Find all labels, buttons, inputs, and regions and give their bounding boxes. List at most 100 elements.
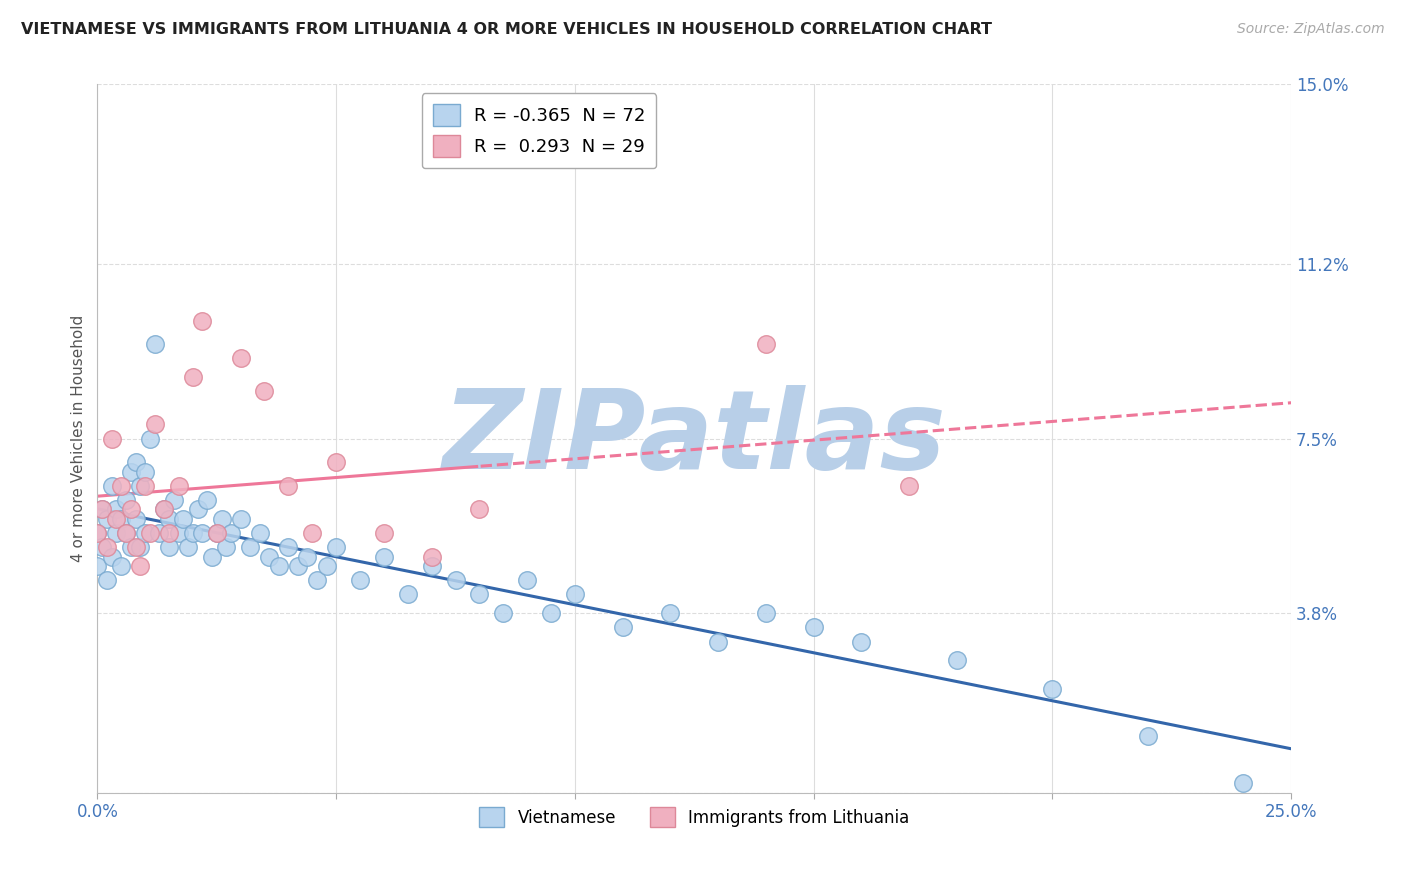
Point — [373, 549, 395, 564]
Point — [139, 526, 162, 541]
Point — [115, 492, 138, 507]
Point — [325, 540, 347, 554]
Point — [96, 540, 118, 554]
Point — [148, 526, 170, 541]
Point — [755, 337, 778, 351]
Point — [215, 540, 238, 554]
Point — [755, 606, 778, 620]
Point — [91, 502, 114, 516]
Point — [129, 559, 152, 574]
Point — [157, 540, 180, 554]
Point — [191, 526, 214, 541]
Point — [100, 432, 122, 446]
Point — [444, 573, 467, 587]
Point — [139, 432, 162, 446]
Point — [129, 540, 152, 554]
Point — [134, 465, 156, 479]
Point — [110, 479, 132, 493]
Point — [124, 540, 146, 554]
Point — [707, 634, 730, 648]
Point — [420, 549, 443, 564]
Point — [396, 587, 419, 601]
Point — [315, 559, 337, 574]
Point — [105, 526, 128, 541]
Point — [219, 526, 242, 541]
Point — [115, 526, 138, 541]
Point — [86, 526, 108, 541]
Point — [205, 526, 228, 541]
Point — [167, 526, 190, 541]
Point — [163, 492, 186, 507]
Point — [803, 620, 825, 634]
Point — [120, 465, 142, 479]
Y-axis label: 4 or more Vehicles in Household: 4 or more Vehicles in Household — [72, 315, 86, 562]
Point — [349, 573, 371, 587]
Point — [124, 455, 146, 469]
Point — [205, 526, 228, 541]
Point — [277, 540, 299, 554]
Point — [325, 455, 347, 469]
Point — [120, 502, 142, 516]
Point — [134, 526, 156, 541]
Point — [612, 620, 634, 634]
Text: Source: ZipAtlas.com: Source: ZipAtlas.com — [1237, 22, 1385, 37]
Point — [898, 479, 921, 493]
Point — [229, 512, 252, 526]
Point — [86, 559, 108, 574]
Point — [253, 384, 276, 399]
Point — [110, 512, 132, 526]
Point — [191, 313, 214, 327]
Point — [143, 417, 166, 432]
Point — [373, 526, 395, 541]
Point — [187, 502, 209, 516]
Point — [181, 526, 204, 541]
Point — [105, 512, 128, 526]
Point — [129, 479, 152, 493]
Point — [91, 540, 114, 554]
Point — [201, 549, 224, 564]
Point — [115, 526, 138, 541]
Point — [287, 559, 309, 574]
Point — [167, 479, 190, 493]
Point — [153, 502, 176, 516]
Point — [110, 559, 132, 574]
Point — [659, 606, 682, 620]
Point — [172, 512, 194, 526]
Point — [267, 559, 290, 574]
Point — [851, 634, 873, 648]
Point — [157, 526, 180, 541]
Point — [211, 512, 233, 526]
Point — [195, 492, 218, 507]
Point — [105, 502, 128, 516]
Point — [100, 549, 122, 564]
Legend: Vietnamese, Immigrants from Lithuania: Vietnamese, Immigrants from Lithuania — [472, 800, 915, 834]
Point — [96, 512, 118, 526]
Point — [100, 479, 122, 493]
Point — [120, 540, 142, 554]
Point — [468, 502, 491, 516]
Point — [153, 502, 176, 516]
Text: VIETNAMESE VS IMMIGRANTS FROM LITHUANIA 4 OR MORE VEHICLES IN HOUSEHOLD CORRELAT: VIETNAMESE VS IMMIGRANTS FROM LITHUANIA … — [21, 22, 993, 37]
Point — [564, 587, 586, 601]
Point — [181, 370, 204, 384]
Point — [157, 512, 180, 526]
Point — [516, 573, 538, 587]
Point — [177, 540, 200, 554]
Point — [1136, 729, 1159, 743]
Point — [492, 606, 515, 620]
Point — [91, 502, 114, 516]
Point — [1042, 681, 1064, 696]
Point — [540, 606, 562, 620]
Point — [134, 479, 156, 493]
Point — [259, 549, 281, 564]
Point — [946, 653, 969, 667]
Point — [249, 526, 271, 541]
Point — [301, 526, 323, 541]
Point — [305, 573, 328, 587]
Point — [468, 587, 491, 601]
Text: ZIPatlas: ZIPatlas — [443, 385, 946, 492]
Point — [86, 526, 108, 541]
Point — [124, 512, 146, 526]
Point — [1232, 776, 1254, 790]
Point — [143, 337, 166, 351]
